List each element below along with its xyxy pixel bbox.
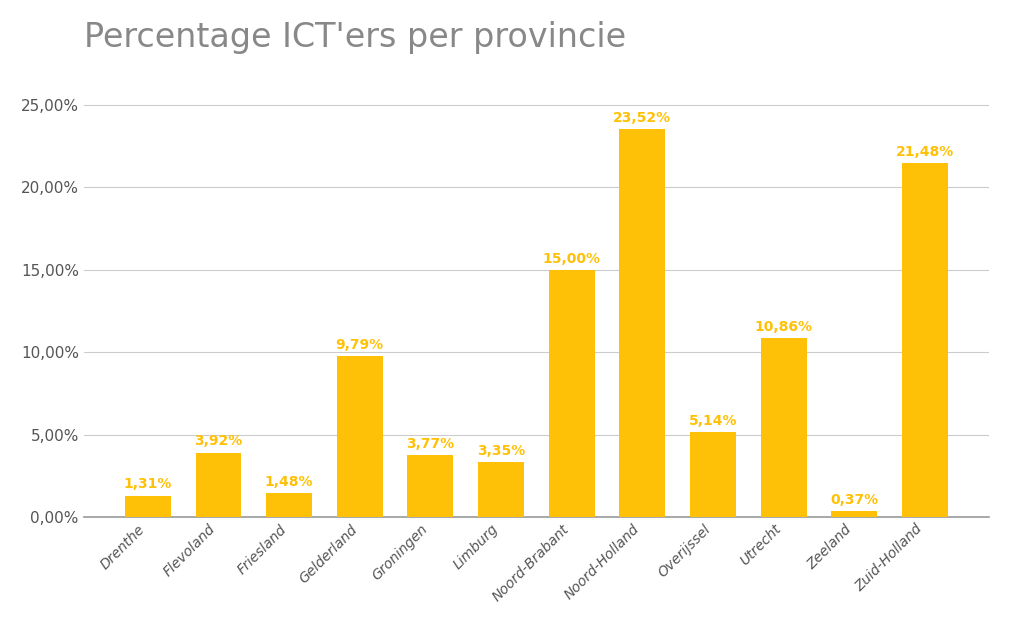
Text: 3,77%: 3,77% (406, 437, 454, 451)
Text: 3,92%: 3,92% (194, 434, 242, 448)
Bar (407, 455, 453, 518)
Bar (548, 270, 595, 518)
Bar (619, 129, 666, 518)
Bar (196, 452, 241, 518)
Text: 0,37%: 0,37% (830, 493, 879, 507)
Text: 3,35%: 3,35% (477, 444, 525, 458)
Bar (831, 511, 878, 518)
Bar (902, 163, 948, 518)
Text: 15,00%: 15,00% (542, 252, 601, 266)
Bar (761, 338, 807, 518)
Bar (125, 496, 171, 518)
Bar (690, 432, 736, 518)
Bar (336, 356, 383, 518)
Text: 5,14%: 5,14% (689, 414, 737, 428)
Text: 23,52%: 23,52% (613, 111, 672, 125)
Bar (478, 462, 524, 518)
Text: 1,48%: 1,48% (265, 474, 313, 489)
Text: 21,48%: 21,48% (896, 145, 954, 159)
Text: Percentage ICT'ers per provincie: Percentage ICT'ers per provincie (84, 21, 626, 54)
Text: 10,86%: 10,86% (754, 320, 813, 334)
Bar (267, 492, 312, 518)
Text: 9,79%: 9,79% (335, 338, 384, 352)
Text: 1,31%: 1,31% (123, 478, 172, 491)
